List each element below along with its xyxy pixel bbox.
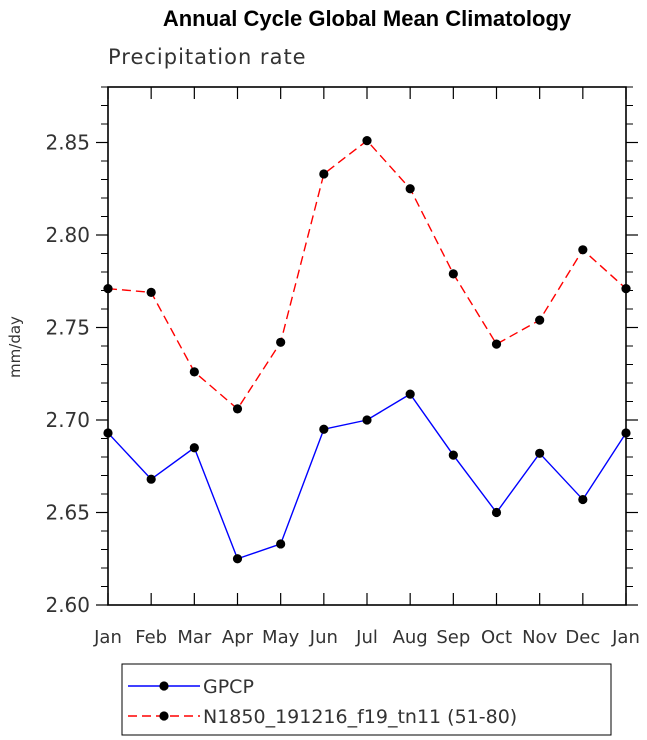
legend-label-2: N1850_191216_f19_tn11 (51-80): [203, 706, 517, 728]
series-1-point: [189, 443, 199, 453]
series-1-point: [448, 450, 458, 460]
y-axis-label: mm/day: [6, 316, 24, 378]
chart-subtitle: Precipitation rate: [108, 45, 307, 69]
series-2-point: [146, 287, 156, 297]
x-tick-label: Mar: [177, 627, 212, 648]
x-tick-label: Jun: [309, 627, 338, 648]
series-2-point: [103, 284, 113, 294]
x-tick-label: May: [262, 627, 300, 648]
y-tick-label: 2.85: [45, 131, 90, 155]
legend: GPCP N1850_191216_f19_tn11 (51-80): [128, 676, 517, 728]
series-1-point: [276, 539, 286, 549]
x-tick-label: Feb: [135, 627, 167, 648]
x-tick-label: Nov: [522, 627, 557, 648]
series-1-point: [146, 474, 156, 484]
series-1-point: [535, 448, 545, 458]
x-tick-label: Jan: [611, 627, 640, 648]
series-1-point: [491, 507, 502, 518]
y-tick-label: 2.80: [45, 223, 90, 247]
series-line-2: [107, 139, 627, 410]
series-layer: [103, 136, 631, 564]
series-2-point: [276, 337, 286, 347]
y-tick-label: 2.75: [45, 316, 90, 340]
series-1-point: [319, 424, 329, 434]
series-1-point: [103, 428, 113, 438]
x-tick-label: Jul: [355, 627, 378, 648]
chart-title: Annual Cycle Global Mean Climatology: [163, 6, 572, 31]
x-tick-label: Jan: [93, 627, 122, 648]
series-2-point: [319, 169, 329, 179]
series-2-point: [491, 339, 502, 349]
series-1-point: [578, 494, 588, 505]
series-2-point: [232, 404, 243, 414]
y-tick-label: 2.65: [45, 501, 90, 525]
series-1-point: [405, 389, 415, 399]
y-tick-label: 2.70: [45, 408, 90, 432]
series-2-point: [405, 184, 415, 194]
x-tick-label: Dec: [565, 627, 600, 648]
x-tick-label: Apr: [222, 627, 254, 648]
plot-frame: [107, 86, 627, 606]
axes: Jan Feb Mar Apr May Jun Jul Aug Sep Oct Nov Dec Jan2…: [45, 86, 640, 648]
x-tick-label: Aug: [393, 627, 428, 648]
series-1-point: [232, 554, 243, 564]
series-2-point: [535, 315, 545, 325]
x-tick-label: Oct: [481, 627, 512, 648]
legend-box: [121, 663, 612, 736]
series-1-point: [621, 428, 631, 438]
x-tick-label: Sep: [436, 627, 470, 648]
legend-label-1: GPCP: [203, 676, 254, 698]
legend-marker-1: [159, 681, 169, 691]
legend-marker-2: [159, 711, 169, 721]
series-2-point: [578, 245, 588, 255]
series-2-point: [621, 284, 631, 294]
series-2-point: [362, 136, 372, 146]
series-1-point: [362, 415, 372, 425]
series-2-point: [448, 269, 458, 279]
y-tick-label: 2.60: [45, 593, 90, 617]
series-2-point: [189, 367, 199, 377]
